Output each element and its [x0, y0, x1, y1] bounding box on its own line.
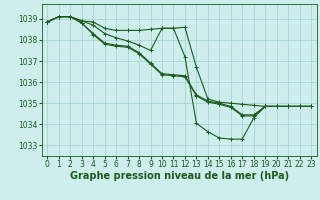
- X-axis label: Graphe pression niveau de la mer (hPa): Graphe pression niveau de la mer (hPa): [70, 171, 289, 181]
